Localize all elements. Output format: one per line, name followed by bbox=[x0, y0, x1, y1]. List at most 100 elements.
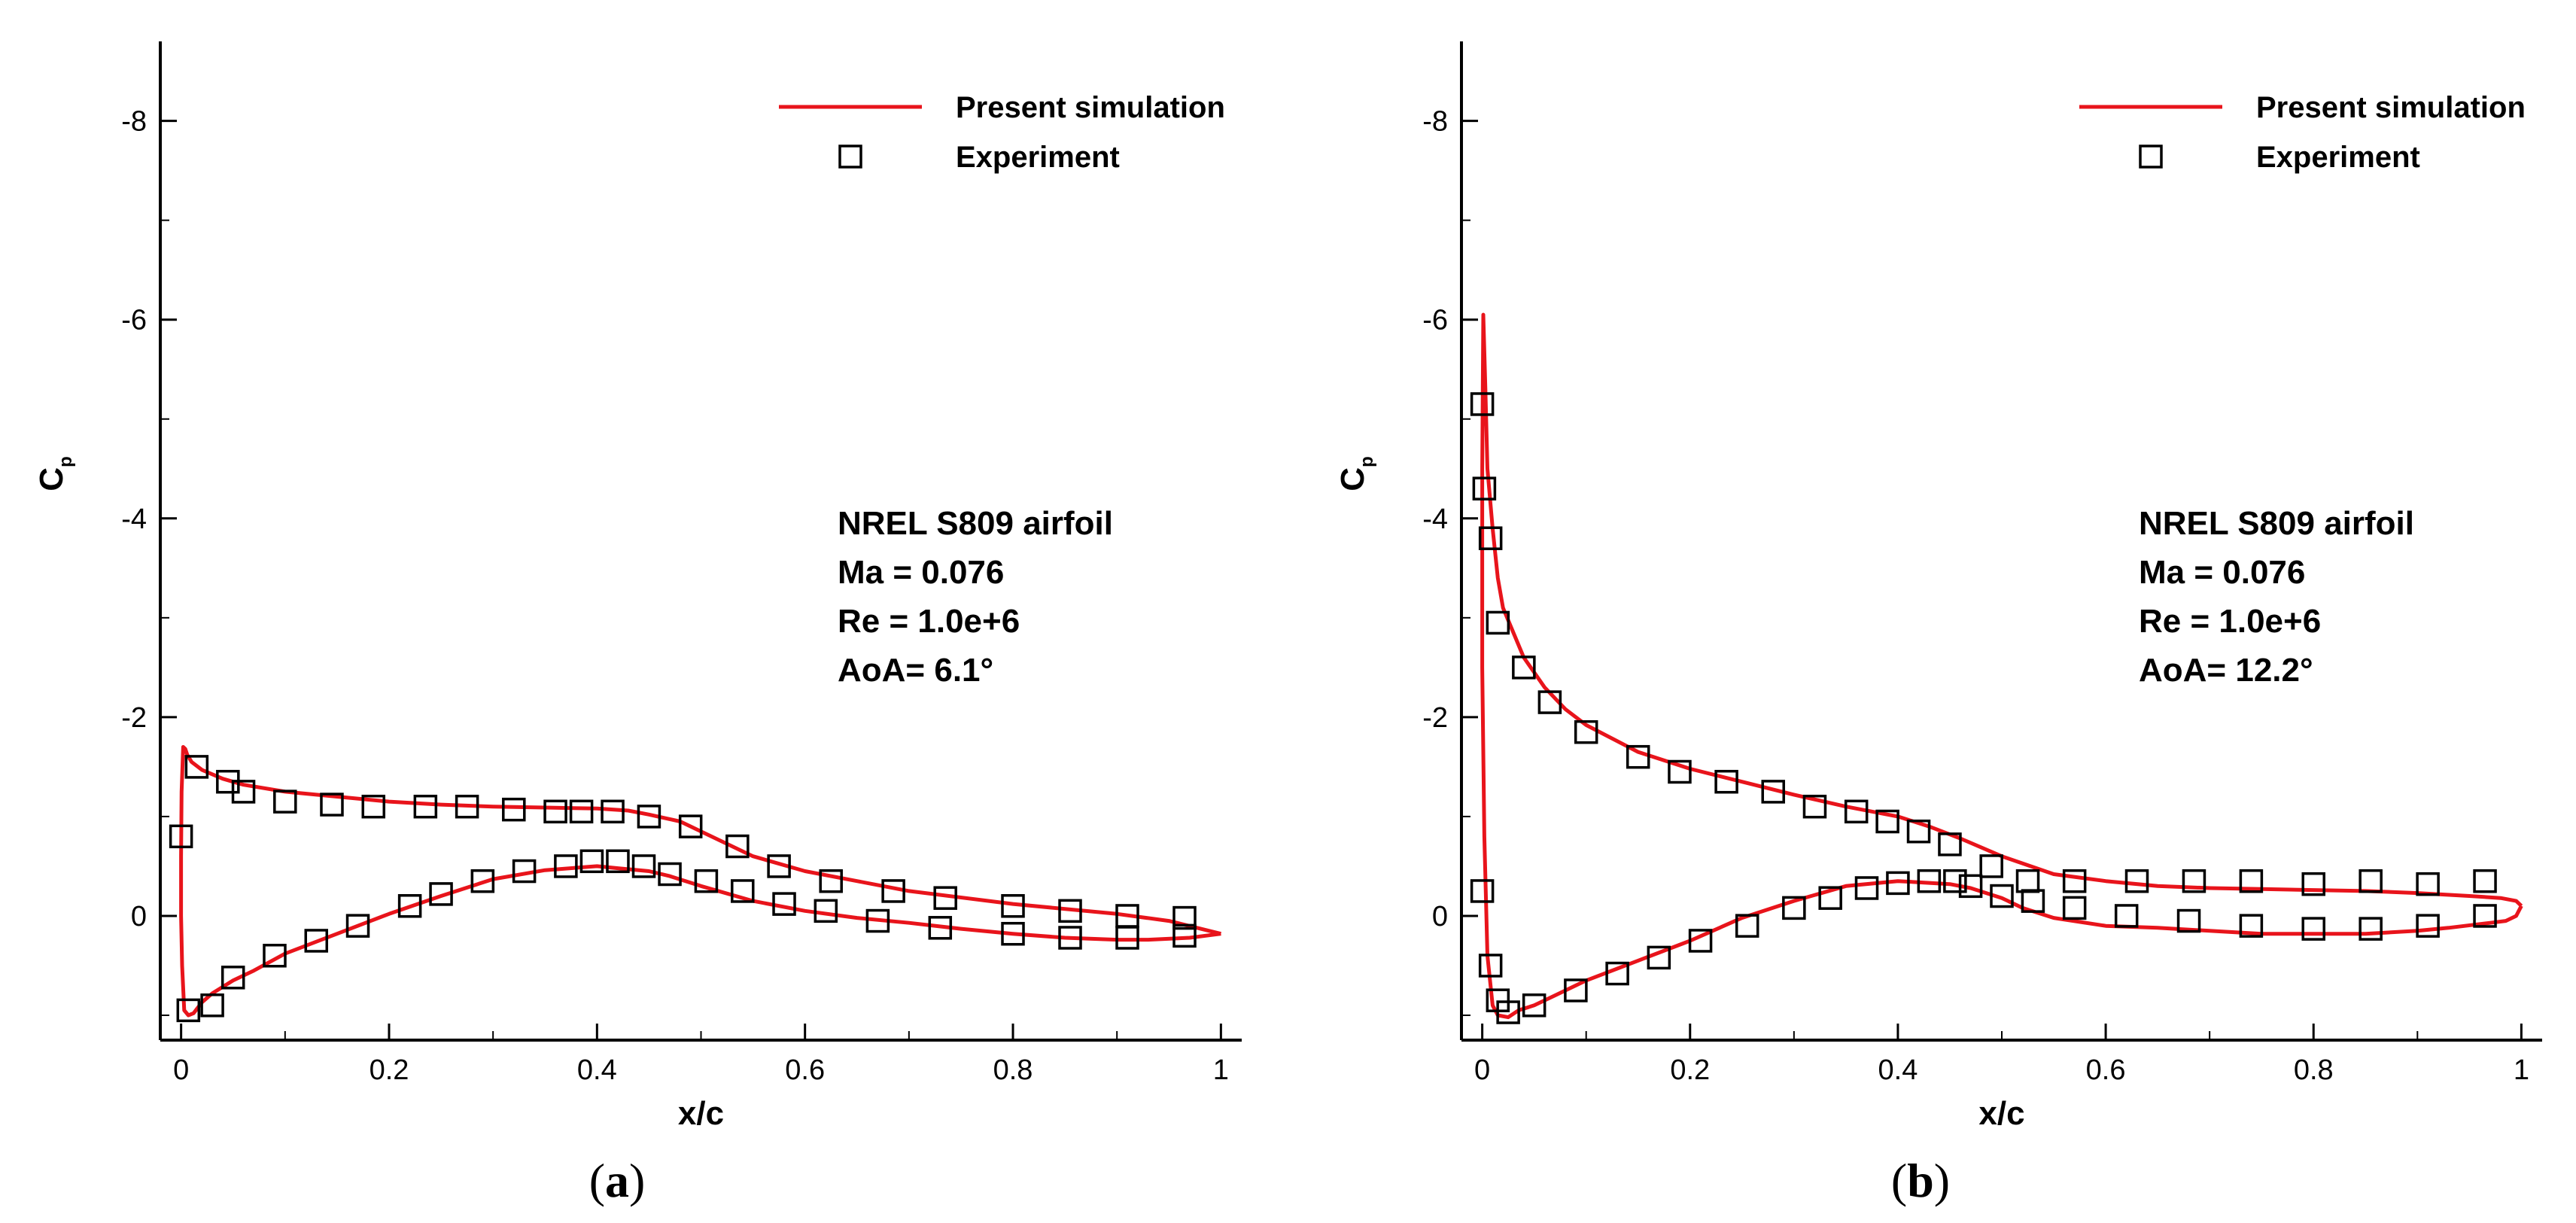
experiment-point bbox=[455, 794, 479, 819]
experiment-point bbox=[694, 869, 719, 893]
y-tick-label: -6 bbox=[121, 305, 147, 336]
experiment-point bbox=[731, 879, 755, 903]
experiment-point bbox=[767, 854, 791, 878]
chart-panel-a: 0 0.2 0.4 0.6 0.8 1 -8 -6 -4 -2 0 x/c Cp Present simu… bbox=[33, 41, 1242, 1207]
panel-label-open: ( bbox=[589, 1154, 605, 1207]
x-tick-label: 0.6 bbox=[2086, 1054, 2126, 1086]
experiment-point bbox=[1943, 869, 1967, 893]
experiment-point bbox=[345, 914, 370, 938]
experiment-point bbox=[470, 869, 495, 893]
experiment-point bbox=[772, 892, 796, 916]
experiment-point bbox=[2473, 904, 2497, 928]
panel-label-letter: b bbox=[1907, 1154, 1934, 1207]
experiment-point bbox=[2021, 889, 2045, 913]
experiment-point bbox=[1626, 744, 1650, 769]
experiment-point bbox=[1917, 869, 1942, 893]
experiment-point bbox=[304, 929, 329, 953]
annotation-line: NREL S809 airfoil bbox=[838, 505, 1113, 542]
experiment-point bbox=[1761, 780, 1785, 804]
experiment-point bbox=[865, 908, 890, 933]
y-tick-label: -4 bbox=[1422, 503, 1448, 535]
experiment-point bbox=[1782, 896, 1806, 920]
experiment-point bbox=[220, 966, 245, 990]
experiment-point bbox=[1058, 899, 1082, 923]
experiment-point bbox=[1172, 923, 1197, 948]
experiment-point bbox=[361, 794, 386, 819]
experiment-point bbox=[1537, 690, 1562, 714]
annotation-line: Ma = 0.076 bbox=[838, 554, 1004, 591]
annotation-line: Re = 1.0e+6 bbox=[2139, 603, 2321, 640]
experiment-point bbox=[631, 854, 656, 878]
experiment-point bbox=[2473, 869, 2497, 893]
y-tick-label: 0 bbox=[1432, 901, 1448, 932]
experiment-point bbox=[554, 854, 578, 878]
experiment-point bbox=[1979, 854, 2003, 878]
experiment-point bbox=[2182, 869, 2206, 893]
experiment-point bbox=[1478, 526, 1503, 550]
experiment-point bbox=[1958, 874, 1983, 899]
legend-label-experiment: Experiment bbox=[956, 141, 1120, 174]
panel-label: (a) bbox=[589, 1154, 646, 1207]
experiment-point bbox=[273, 789, 297, 814]
legend-label-simulation: Present simulation bbox=[956, 91, 1225, 124]
x-tick-label: 0.8 bbox=[2294, 1054, 2334, 1086]
chart-panel-b: 0 0.2 0.4 0.6 0.8 1 -8 -6 -4 -2 0 x/c Cp Present simu… bbox=[1334, 41, 2542, 1207]
experiment-point bbox=[1172, 905, 1197, 930]
experiment-point bbox=[1470, 392, 1495, 416]
experiment-point bbox=[1496, 1000, 1520, 1024]
experiment-point bbox=[1001, 893, 1025, 918]
experiment-point bbox=[725, 834, 750, 859]
experiment-point bbox=[429, 882, 453, 906]
experiment-point bbox=[2015, 869, 2040, 893]
experiment-point bbox=[606, 849, 630, 874]
experiment-point bbox=[1115, 926, 1139, 950]
experiment-point bbox=[1818, 886, 1842, 910]
experiment-point bbox=[1668, 759, 1692, 784]
x-axis-label: x/c bbox=[678, 1095, 724, 1132]
experiment-point bbox=[231, 780, 256, 804]
y-axis-label: Cp bbox=[1334, 456, 1377, 491]
experiment-point bbox=[1854, 876, 1879, 900]
experiment-point bbox=[1875, 809, 1899, 834]
experiment-point bbox=[413, 794, 438, 819]
experiment-point bbox=[1938, 832, 1962, 856]
experiment-point bbox=[320, 793, 344, 817]
experiment-point bbox=[169, 824, 193, 849]
x-tick-label: 1 bbox=[2514, 1054, 2529, 1086]
experiment-point bbox=[1605, 961, 1629, 986]
experiment-point bbox=[678, 814, 703, 838]
experiment-point bbox=[1470, 879, 1495, 903]
experiment-point bbox=[184, 755, 209, 779]
x-tick-label: 0.4 bbox=[1878, 1054, 1918, 1086]
experiment-point bbox=[2301, 872, 2325, 896]
y-tick-label: -4 bbox=[121, 503, 147, 535]
experiment-point bbox=[2359, 869, 2383, 893]
experiment-point bbox=[1486, 610, 1510, 635]
panel-label: (b) bbox=[1891, 1154, 1950, 1207]
experiment-point bbox=[1478, 954, 1503, 978]
legend-marker-swatch bbox=[2139, 145, 2163, 169]
experiment-point bbox=[2176, 908, 2201, 933]
experiment-point bbox=[1886, 871, 1910, 896]
experiment-point bbox=[1574, 720, 1598, 744]
experiment-point bbox=[1058, 926, 1082, 950]
experiment-point bbox=[637, 805, 661, 829]
annotation-line: Re = 1.0e+6 bbox=[838, 603, 1020, 640]
experiment-point bbox=[1990, 884, 2014, 908]
experiment-point bbox=[569, 799, 594, 824]
experiment-point bbox=[1844, 799, 1869, 824]
y-tick-label: -2 bbox=[121, 702, 147, 734]
y-axis-label-subscript: p bbox=[1357, 456, 1377, 467]
experiment-point bbox=[263, 944, 287, 968]
y-axis-label-subscript: p bbox=[56, 456, 76, 467]
experiment-point bbox=[1802, 794, 1827, 819]
experiment-point bbox=[2124, 869, 2149, 893]
experiment-point bbox=[1472, 476, 1497, 500]
experiment-point bbox=[881, 879, 905, 903]
panel-label-letter: a bbox=[605, 1154, 629, 1207]
x-tick-label: 0.2 bbox=[370, 1054, 409, 1086]
x-tick-label: 0.2 bbox=[1670, 1054, 1710, 1086]
experiment-point bbox=[2301, 917, 2325, 941]
x-tick-label: 0.8 bbox=[993, 1054, 1033, 1086]
experiment-point bbox=[397, 893, 422, 918]
